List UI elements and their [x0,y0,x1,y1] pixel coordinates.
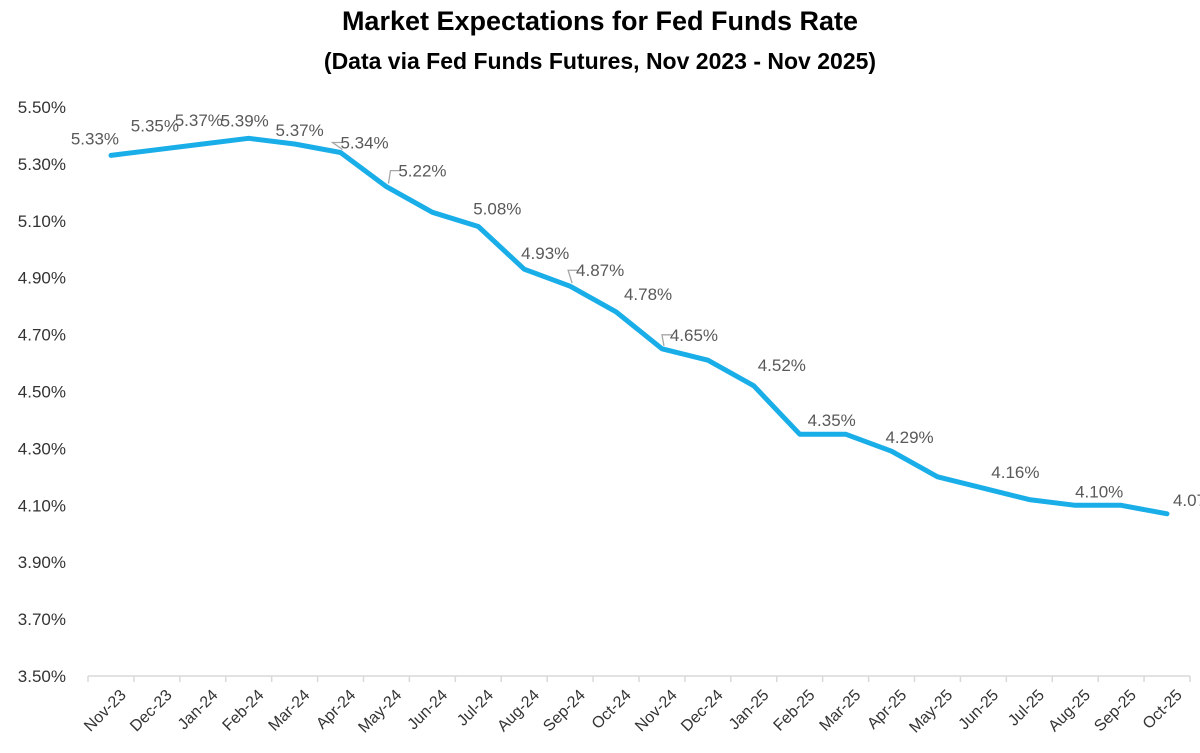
data-label-leader [387,170,401,184]
data-label: 4.35% [808,411,856,430]
data-label: 4.10% [1075,482,1123,501]
x-tick-label: Sep-25 [1091,687,1140,736]
data-label: 5.39% [221,111,269,130]
x-tick-label: May-25 [906,687,956,737]
y-tick-label: 4.10% [18,496,66,515]
data-labels: 5.33%5.35%5.37%5.39%5.37%5.34%5.22%5.08%… [71,111,1200,510]
x-tick-label: Jul-24 [454,687,497,730]
y-tick-label: 3.70% [18,610,66,629]
y-tick-label: 3.90% [18,553,66,572]
chart-subtitle: (Data via Fed Funds Futures, Nov 2023 - … [323,48,877,74]
x-tick-label: Feb-24 [220,687,268,735]
y-tick-label: 4.70% [18,326,66,345]
data-label: 4.65% [670,326,718,345]
data-label: 4.07% [1173,491,1200,510]
x-tick-label: Dec-23 [127,687,176,736]
data-label-leader [661,334,672,346]
data-label: 5.37% [175,111,223,130]
x-tick-label: May-24 [355,687,405,737]
x-tick-label: Mar-25 [817,687,865,735]
y-tick-label: 5.30% [18,155,66,174]
x-tick-label: Oct-24 [589,687,635,733]
y-tick-label: 3.50% [18,667,66,686]
data-label: 4.29% [885,428,933,447]
data-label: 4.52% [758,356,806,375]
x-tick-label: Jan-24 [175,687,222,734]
series-fed-funds-rate [108,135,1170,517]
data-label: 5.35% [131,117,179,136]
x-tick-label: Aug-25 [1045,687,1094,736]
x-tick-label: Jan-25 [726,687,773,734]
x-tick-label: Nov-23 [81,687,130,736]
x-tick-label: Jul-25 [1005,687,1048,730]
x-tick-label: Mar-24 [266,687,314,735]
data-label: 4.93% [521,244,569,263]
x-tick-label: Apr-25 [864,687,910,733]
data-label-leader [330,141,343,151]
y-tick-label: 4.90% [18,269,66,288]
x-tick-label: Oct-25 [1140,687,1186,733]
data-label: 5.33% [71,129,119,148]
x-tick-label: Aug-24 [494,687,543,736]
y-axis: 3.50% 3.70% 3.90% 4.10% 4.30% 4.50% 4.70% 4.90%… [18,98,66,686]
data-label: 4.16% [991,463,1039,482]
x-tick-label: Dec-24 [678,687,727,736]
data-label: 5.08% [473,199,521,218]
data-label: 5.34% [340,134,388,153]
chart-title: Market Expectations for Fed Funds Rate [341,6,859,36]
data-label-leader [567,269,579,284]
x-tick-label: Feb-25 [771,687,819,735]
y-tick-label: 5.10% [18,212,66,231]
y-tick-label: 5.50% [18,98,66,117]
series-line [108,135,1170,517]
x-tick-label: Apr-24 [313,687,359,733]
x-tick-label: Nov-24 [632,687,681,736]
y-tick-label: 4.50% [18,383,66,402]
x-tick-label: Sep-24 [540,687,589,736]
data-label: 5.37% [276,121,324,140]
y-tick-label: 4.30% [18,439,66,458]
data-label: 4.78% [624,285,672,304]
x-tick-label: Jun-25 [956,687,1003,734]
x-tick-label: Jun-24 [405,687,452,734]
data-label: 4.87% [576,261,624,280]
data-label: 5.22% [398,162,446,181]
